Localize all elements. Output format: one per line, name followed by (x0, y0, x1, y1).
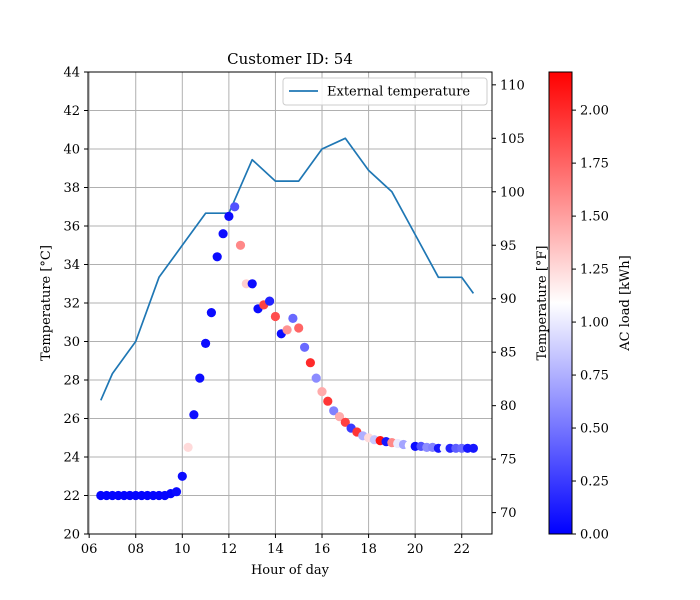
left-y-tick-label: 38 (63, 181, 80, 196)
x-tick-label: 18 (360, 542, 377, 557)
right-y-tick-label: 80 (500, 399, 517, 414)
scatter-point (195, 373, 205, 383)
scatter-point (270, 311, 280, 322)
external-temperature-line-layer (100, 137, 475, 401)
scatter-point (334, 412, 345, 422)
scatter-point (247, 279, 257, 289)
x-tick-label: 12 (221, 542, 238, 557)
colorbar-ticks: 0.00 0.25 0.50 0.75 1.00 1.25 1.50 1.75 2.00 (572, 104, 609, 543)
left-y-tick-label: 20 (63, 528, 80, 543)
x-tick-label: 14 (267, 542, 284, 557)
right-y-axis-ticks: 70 75 80 85 90 95 100 105 110 (492, 78, 525, 521)
colorbar-tick-label: 2.00 (580, 104, 609, 119)
x-tick-label: 16 (314, 542, 331, 557)
left-y-tick-label: 32 (63, 297, 80, 312)
colorbar-tick-label: 0.75 (580, 369, 609, 384)
x-axis-label: Hour of day (251, 563, 330, 578)
left-y-tick-label: 28 (63, 374, 80, 389)
scatter-point (311, 373, 321, 383)
x-axis-ticks: 06 08 10 12 14 16 18 20 22 (81, 534, 470, 557)
x-tick-label: 10 (174, 542, 191, 557)
scatter-point (323, 396, 333, 406)
left-y-tick-label: 36 (63, 220, 80, 235)
scatter-point (183, 442, 193, 452)
scatter-point (212, 252, 222, 262)
x-tick-label: 06 (81, 542, 98, 557)
scatter-point (230, 202, 240, 212)
scatter-point (177, 471, 187, 481)
right-y-tick-label: 85 (500, 346, 517, 361)
left-y-tick-label: 42 (63, 104, 80, 119)
scatter-point (206, 308, 216, 318)
scatter-point (189, 410, 199, 420)
colorbar-tick-label: 1.25 (580, 263, 609, 278)
legend: External temperature (282, 77, 488, 106)
scatter-point (171, 487, 182, 497)
scatter-point (218, 229, 228, 239)
chart-title: Customer ID: 54 (227, 50, 353, 68)
left-y-axis-ticks: 20 22 24 26 28 30 32 34 36 38 40 42 44 (63, 66, 88, 543)
left-y-tick-label: 22 (63, 489, 80, 504)
right-y-tick-label: 95 (500, 239, 517, 254)
x-tick-label: 22 (453, 542, 470, 557)
right-y-axis-label: Temperature [°F] (535, 246, 550, 361)
scatter-point (224, 211, 234, 221)
colorbar-tick-label: 1.75 (580, 157, 609, 172)
colorbar-tick-label: 0.50 (580, 422, 609, 437)
right-y-tick-label: 110 (500, 78, 525, 93)
scatter-point (282, 325, 292, 335)
right-y-tick-label: 90 (500, 292, 517, 307)
left-y-tick-label: 24 (63, 451, 80, 466)
x-tick-label: 20 (407, 542, 424, 557)
colorbar-tick-label: 0.25 (580, 475, 609, 490)
external-temperature-line (100, 137, 475, 401)
scatter-layer (96, 202, 478, 501)
colorbar-tick-label: 1.00 (580, 316, 609, 331)
left-y-tick-label: 40 (63, 143, 80, 158)
scatter-point (329, 406, 339, 416)
left-y-tick-label: 34 (63, 258, 80, 273)
legend-box (282, 77, 488, 106)
scatter-point (265, 296, 275, 306)
left-y-tick-label: 44 (63, 66, 80, 81)
scatter-point (288, 313, 298, 323)
legend-label: External temperature (327, 85, 470, 100)
right-y-tick-label: 75 (500, 453, 517, 468)
grid (88, 71, 492, 535)
x-tick-label: 08 (127, 542, 144, 557)
scatter-point (300, 342, 310, 352)
colorbar-tick-label: 1.50 (580, 210, 609, 225)
scatter-point (235, 240, 246, 250)
colorbar-gradient (548, 71, 573, 535)
right-y-tick-label: 105 (500, 132, 525, 147)
scatter-point (468, 443, 478, 453)
scatter-point (201, 338, 211, 348)
right-y-tick-label: 70 (500, 506, 517, 521)
left-y-tick-label: 26 (63, 412, 80, 427)
scatter-point (294, 323, 304, 333)
left-y-tick-label: 30 (63, 335, 80, 350)
scatter-point (317, 387, 327, 397)
colorbar: 0.00 0.25 0.50 0.75 1.00 1.25 1.50 1.75 2.00 AC … (548, 71, 633, 543)
right-y-tick-label: 100 (500, 185, 525, 200)
scatter-point (340, 417, 350, 427)
left-y-axis-label: Temperature [°C] (39, 245, 54, 361)
colorbar-label: AC load [kWh] (618, 255, 633, 351)
scatter-point (305, 358, 315, 368)
colorbar-tick-label: 0.00 (580, 528, 609, 543)
